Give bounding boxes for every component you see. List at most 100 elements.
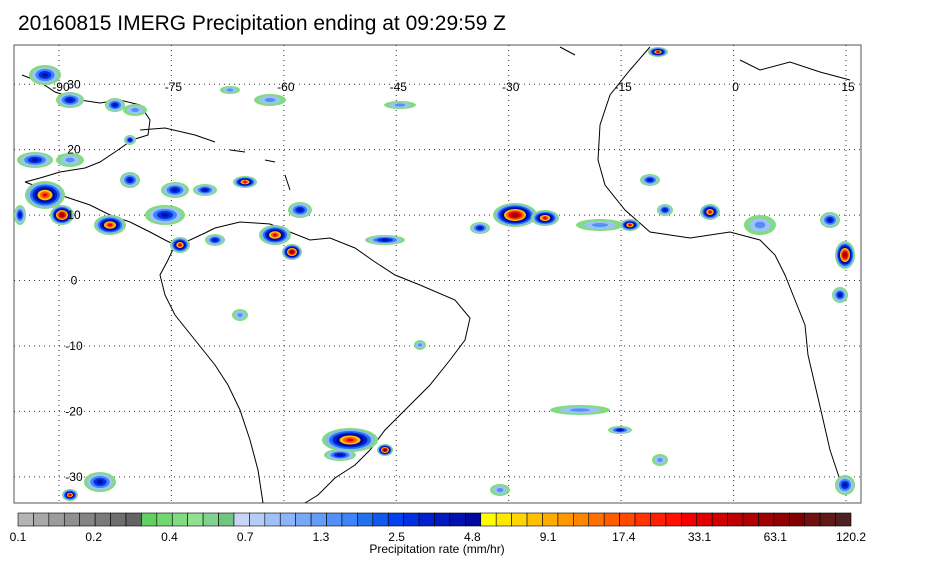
coastline-europe [739,59,851,81]
colorbar-swatch [650,512,667,527]
colorbar-swatch [449,512,466,527]
colorbar-tick-label: 17.4 [612,530,636,544]
colorbar-swatch [125,512,142,527]
colorbar-swatch [17,512,34,527]
colorbar-swatch [202,512,219,527]
longitude-labels: -90 -75 -60 -45 -30 -15 0 15 [52,80,855,94]
colorbar-swatch [665,512,682,527]
precip-cell [336,453,344,457]
precip-cell [18,213,22,217]
colorbar-swatch [742,512,759,527]
colorbar-swatch [727,512,744,527]
colorbar-swatch [711,512,728,527]
precip-cell [131,108,139,112]
graticule [14,45,861,503]
precip-cell [67,98,73,102]
precip-cell [592,223,608,227]
colorbar-tick-labels: 0.1 0.2 0.4 0.7 1.3 2.5 4.8 9.1 17.4 33.1 63.1 120.… [10,530,867,544]
precip-cell [226,88,234,92]
precip-cell [68,493,72,497]
colorbar-swatch [279,512,296,527]
precip-cell [663,208,667,212]
precip-cell [843,483,847,487]
colorbar-swatch [619,512,636,527]
precip-cell [273,233,277,237]
colorbar-swatch [511,512,528,527]
precip-cell [31,158,39,162]
colorbar-tick-label: 1.3 [313,530,330,544]
colorbar-boxes [17,512,852,527]
colorbar-swatch [603,512,620,527]
precip-cell [838,293,842,297]
precip-cell [65,157,75,163]
latitude-label: 0 [71,274,78,288]
precip-cell [346,438,354,442]
precip-cell [543,216,547,220]
latitude-label: -10 [65,339,83,353]
colorbar-swatch [387,512,404,527]
precip-cell [237,313,243,317]
colorbar-swatch [542,512,559,527]
colorbar-swatch [835,512,852,527]
colorbar-swatch [110,512,127,527]
colorbar-swatch [141,512,158,527]
colorbar-swatch [495,512,512,527]
colorbar-swatch [295,512,312,527]
precip-cell [617,428,623,432]
colorbar-swatch [418,512,435,527]
colorbar-swatch [264,512,281,527]
coastline-antilles [229,149,291,191]
latitude-label: 30 [67,77,81,91]
colorbar-swatch [187,512,204,527]
colorbar-swatch [341,512,358,527]
coastlines [21,46,851,504]
precip-cell [96,480,104,484]
colorbar-tick-label: 0.2 [85,530,102,544]
colorbar-swatch [357,512,374,527]
precip-cell [128,178,132,182]
colorbar-swatch [465,512,482,527]
coastline-iberia [559,46,576,56]
colorbar-swatch [788,512,806,527]
colorbar-swatch [94,512,111,527]
colorbar-swatch [79,512,96,527]
precip-cell [290,250,294,254]
colorbar-swatch [233,512,250,527]
precip-cell [202,188,208,192]
colorbar-swatch [310,512,327,527]
colorbar-swatch [372,512,389,527]
precip-cell [41,73,49,77]
colorbar-swatch [634,512,651,527]
colorbar-swatch [156,512,173,527]
longitude-label: 15 [841,80,855,94]
precip-cell [418,343,422,347]
precip-cell [512,213,518,217]
precip-cell [243,180,247,184]
colorbar-swatch [33,512,50,527]
colorbar-label: Precipitation rate (mm/hr) [369,542,504,556]
longitude-label: -45 [390,80,408,94]
colorbar-tick-label: 9.1 [540,530,557,544]
precip-cell [656,50,660,54]
precip-cell [496,488,504,492]
colorbar-swatch [434,512,451,527]
colorbar-tick-label: 0.1 [10,530,27,544]
precip-cell [161,213,169,217]
precip-cell [297,208,303,212]
colorbar-swatch [171,512,188,527]
colorbar-swatch [557,512,574,527]
precip-cell [657,458,663,462]
colorbar-swatch [588,512,605,527]
colorbar-tick-label: 120.2 [836,530,866,544]
colorbar-swatch [480,512,497,527]
precip-cell [178,243,182,247]
colorbar-tick-label: 63.1 [764,530,788,544]
colorbar-swatch [63,512,81,527]
precip-cell [60,213,64,217]
colorbar-swatch [249,512,266,527]
colorbar-swatch [403,512,420,527]
colorbar-swatch [758,512,775,527]
coastline-central-america [24,181,216,246]
precip-cell [213,238,217,242]
